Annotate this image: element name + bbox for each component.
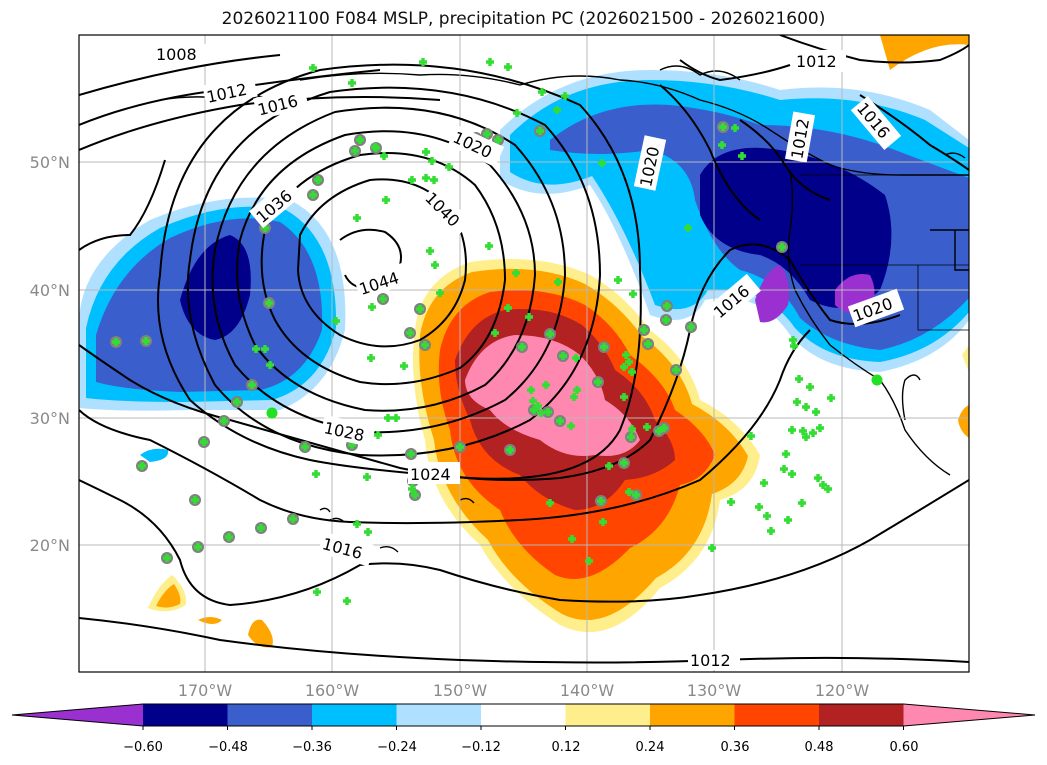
colorbar-tick-label: −0.60 xyxy=(123,740,163,755)
latitude-labels: 50°N 40°N 30°N 20°N xyxy=(30,153,70,555)
isobar-label: 1012 xyxy=(690,651,731,670)
isobar-label: 1012 xyxy=(796,52,837,71)
isobar-label: 1008 xyxy=(156,45,197,64)
colorbar-tick-label: −0.36 xyxy=(292,740,332,755)
lon-label: 120°W xyxy=(815,681,870,700)
colorbar-tick-label: 0.24 xyxy=(636,740,665,755)
colorbar-ticks: −0.60 −0.48 −0.36 −0.24 −0.12 0.12 0.24 … xyxy=(123,740,918,755)
lat-label: 40°N xyxy=(30,281,70,300)
colorbar-segment xyxy=(396,704,482,726)
map-title: 2026021100 F084 MSLP, precipitation PC (… xyxy=(221,9,826,29)
negative-anomaly-east xyxy=(500,35,969,372)
positive-patch xyxy=(958,405,969,438)
lon-label: 160°W xyxy=(305,681,360,700)
colorbar-tick-label: −0.24 xyxy=(377,740,417,755)
lat-label: 50°N xyxy=(30,153,70,172)
colorbar-segment xyxy=(143,704,228,726)
colorbar: −0.60 −0.48 −0.36 −0.24 −0.12 0.12 0.24 … xyxy=(11,703,1036,755)
colorbar-tick-label: 0.12 xyxy=(552,740,581,755)
positive-patch xyxy=(962,345,969,372)
colorbar-segment xyxy=(903,704,1035,726)
colorbar-segment xyxy=(734,704,820,726)
lon-label: 130°W xyxy=(687,681,742,700)
mslp-isobars xyxy=(79,35,969,664)
colorbar-segment xyxy=(312,704,397,726)
positive-patch xyxy=(248,619,273,648)
positive-patch xyxy=(156,584,181,608)
isobar-labels: 1008 1012 1016 1020 1024 1028 1036 1040 … xyxy=(154,44,905,670)
lon-label: 150°W xyxy=(433,681,488,700)
lon-label: 140°W xyxy=(560,681,615,700)
positive-patch xyxy=(198,617,222,624)
borders xyxy=(800,174,969,331)
colorbar-segment xyxy=(565,704,651,726)
colorbar-segment xyxy=(227,704,313,726)
colorbar-segments xyxy=(11,703,1036,730)
negative-patch xyxy=(140,448,169,462)
colorbar-tick-label: 0.48 xyxy=(805,740,834,755)
isobar-label: 1024 xyxy=(410,465,451,484)
colorbar-segment xyxy=(819,704,904,726)
longitude-labels: 170°W 160°W 150°W 140°W 130°W 120°W xyxy=(178,681,870,700)
colorbar-segment xyxy=(650,704,735,726)
colorbar-tick-label: −0.48 xyxy=(208,740,248,755)
positive-anomaly-central xyxy=(412,258,760,633)
colorbar-segment xyxy=(12,704,143,726)
lat-label: 30°N xyxy=(30,409,70,428)
colorbar-tick-label: 0.60 xyxy=(890,740,919,755)
colorbar-tick-label: 0.36 xyxy=(721,740,750,755)
map-area: 1008 1012 1016 1020 1024 1028 1036 1040 … xyxy=(79,35,969,672)
negative-anomaly-west xyxy=(79,197,346,411)
lon-label: 170°W xyxy=(178,681,233,700)
map-frame xyxy=(78,34,970,673)
colorbar-segment xyxy=(481,704,566,726)
lat-label: 20°N xyxy=(30,536,70,555)
colorbar-tick-label: −0.12 xyxy=(461,740,501,755)
